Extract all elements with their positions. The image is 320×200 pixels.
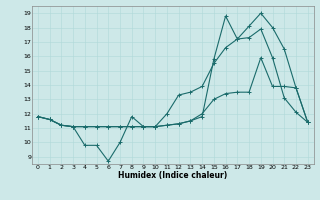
X-axis label: Humidex (Indice chaleur): Humidex (Indice chaleur) bbox=[118, 171, 228, 180]
